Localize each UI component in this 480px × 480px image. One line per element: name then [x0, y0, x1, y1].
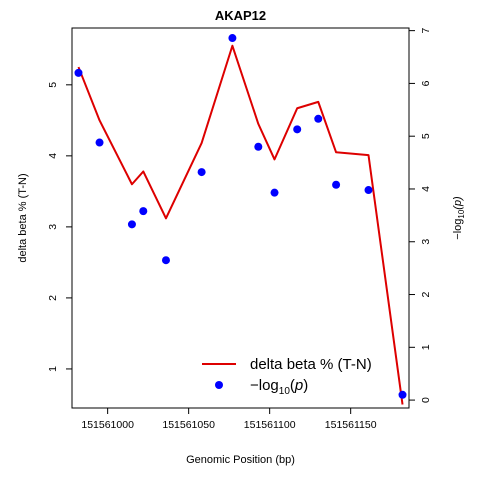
pvalue-point — [398, 390, 407, 399]
pvalue-point — [314, 114, 323, 123]
pvalue-point — [127, 220, 136, 229]
pvalue-point — [139, 207, 148, 216]
x-tick-label: 151561050 — [162, 419, 215, 431]
pvalue-point — [197, 168, 206, 177]
x-axis-label: Genomic Position (bp) — [186, 454, 295, 466]
y-axis-label: delta beta % (T-N) — [17, 173, 29, 262]
pvalue-point — [293, 125, 302, 134]
pvalue-point — [95, 138, 104, 147]
x-tick-label: 151561000 — [81, 419, 134, 431]
plot-frame — [71, 27, 410, 409]
y2-axis-label: −log10(p) — [452, 196, 466, 240]
pvalue-point — [228, 34, 237, 43]
pvalue-point — [270, 188, 279, 197]
legend-label-delta-beta: delta beta % (T-N) — [250, 356, 372, 373]
y-tick-label: 4 — [47, 153, 59, 159]
delta-beta-line — [77, 44, 404, 405]
x-tick-label: 151561150 — [325, 419, 377, 431]
y2-tick-label: 0 — [420, 397, 432, 403]
pvalue-point — [364, 186, 373, 195]
y-tick-label: 2 — [47, 295, 59, 301]
pvalue-point — [332, 180, 341, 189]
y2-tick-label: 7 — [420, 28, 432, 34]
y2-tick-label: 1 — [420, 344, 432, 350]
y2-tick-label: 3 — [420, 239, 432, 245]
y-tick-label: 3 — [47, 224, 59, 230]
y2-tick-label: 4 — [420, 186, 432, 192]
pvalue-point — [161, 256, 170, 265]
legend-label-pvalue: −log10(p) — [250, 377, 308, 397]
y2-tick-label: 5 — [420, 133, 432, 139]
y-tick-label: 5 — [47, 82, 59, 88]
pvalue-point — [74, 68, 83, 77]
x-tick-label: 151561100 — [244, 419, 296, 431]
y-tick-label: 1 — [47, 366, 59, 372]
y2-tick-label: 2 — [420, 291, 432, 297]
pvalue-point — [254, 142, 263, 151]
y2-tick-label: 6 — [420, 80, 432, 86]
legend-point-swatch — [215, 381, 223, 389]
chart-title: AKAP12 — [215, 8, 266, 23]
